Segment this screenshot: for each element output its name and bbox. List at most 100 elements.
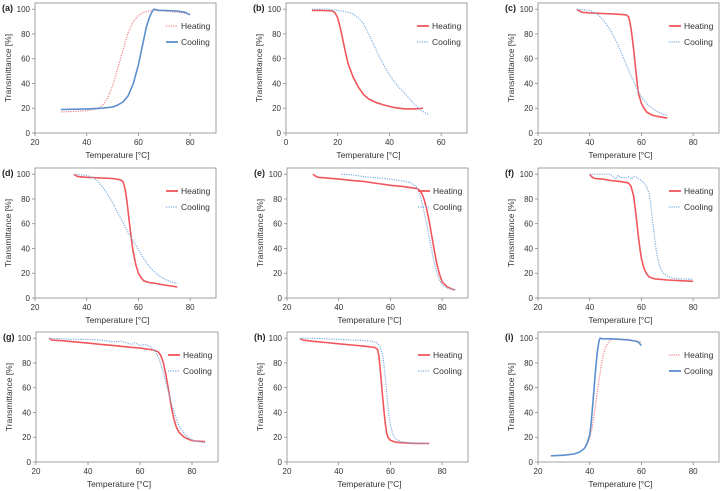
legend-label-heating: Heating [432,21,462,31]
plot-frame [286,331,469,463]
series-line-heating [60,9,191,113]
legend-label-cooling: Cooling [433,202,462,212]
y-tick-label: 60 [22,384,31,393]
legend-label-cooling: Cooling [181,202,210,212]
panel-label: (c) [505,3,516,13]
series-line-heating [550,338,642,457]
y-tick-label: 60 [524,384,533,393]
x-tick-label: 20 [534,467,543,476]
y-tick-label: 40 [21,244,30,253]
plot-frame [34,167,217,299]
y-tick-label: 40 [22,408,31,417]
panel-label: (a) [2,3,13,13]
y-tick-label: 0 [27,458,32,467]
series-line-cooling [576,8,668,117]
panel-label: (f) [505,168,514,178]
series-line-heating [311,9,424,110]
panel-label: (i) [505,332,514,342]
x-tick-label: 60 [637,303,646,312]
x-tick-label: 20 [534,303,543,312]
x-tick-label: 80 [186,138,195,147]
x-tick-label: 20 [31,138,40,147]
x-tick-label: 40 [82,303,91,312]
y-tick-label: 60 [21,55,30,64]
y-tick-label: 100 [269,170,283,179]
series-line-cooling [60,8,191,111]
legend-label-heating: Heating [684,350,714,360]
y-tick-label: 100 [18,334,32,343]
x-axis-label: Temperature [°C] [588,479,652,489]
y-tick-label: 60 [272,55,281,64]
x-tick-label: 60 [637,467,646,476]
y-tick-label: 80 [273,195,282,204]
panel-label: (g) [3,332,15,342]
y-tick-label: 20 [524,104,533,113]
y-tick-label: 20 [272,104,281,113]
y-tick-label: 0 [278,294,283,303]
series-line-cooling [311,8,429,115]
y-tick-label: 40 [273,408,282,417]
y-tick-label: 100 [269,334,283,343]
panel-label: (d) [2,168,14,178]
y-tick-label: 80 [524,195,533,204]
y-tick-label: 100 [17,5,31,14]
y-tick-label: 20 [21,104,30,113]
y-tick-label: 80 [524,30,533,39]
x-tick-label: 80 [689,138,698,147]
legend-label-cooling: Cooling [183,366,212,376]
x-tick-label: 80 [689,303,698,312]
legend-label-heating: Heating [684,186,714,196]
x-tick-label: 40 [84,467,93,476]
y-tick-label: 40 [273,244,282,253]
plot-frame [537,167,720,299]
y-tick-label: 40 [524,408,533,417]
series-line-cooling [48,337,206,444]
x-tick-label: 20 [32,467,41,476]
plot-frame [537,331,720,463]
series-line-heating [299,337,430,445]
series-line-cooling [73,173,178,285]
legend-label-cooling: Cooling [684,366,713,376]
legend-label-cooling: Cooling [684,37,713,47]
x-tick-label: 20 [333,138,342,147]
series-line-heating [73,173,178,288]
x-tick-label: 60 [134,138,143,147]
y-tick-label: 0 [529,129,534,138]
x-tick-label: 80 [689,467,698,476]
x-tick-label: 40 [334,303,343,312]
y-tick-label: 20 [524,433,533,442]
y-tick-label: 60 [21,220,30,229]
x-tick-label: 60 [437,138,446,147]
y-tick-label: 20 [21,269,30,278]
x-axis-label: Temperature [°C] [588,150,652,160]
y-tick-label: 100 [520,170,534,179]
y-tick-label: 40 [21,79,30,88]
plot-frame [286,167,469,299]
y-tick-label: 0 [529,294,534,303]
legend-label-heating: Heating [433,350,463,360]
y-tick-label: 60 [273,220,282,229]
x-tick-label: 40 [385,138,394,147]
y-tick-label: 20 [273,269,282,278]
y-tick-label: 0 [26,129,31,138]
y-tick-label: 80 [524,359,533,368]
plot-frame [34,2,217,134]
panel-label: (h) [254,332,266,342]
x-axis-label: Temperature [°C] [588,315,652,325]
y-tick-label: 0 [529,458,534,467]
x-tick-label: 60 [386,467,395,476]
x-tick-label: 40 [82,138,91,147]
y-tick-label: 20 [524,269,533,278]
y-tick-label: 20 [22,433,31,442]
y-tick-label: 100 [520,334,534,343]
legend-label-cooling: Cooling [432,37,461,47]
x-tick-label: 60 [136,467,145,476]
y-axis-label: Transmittance [%] [3,34,13,102]
y-axis-label: Transmittance [%] [254,34,264,102]
x-tick-label: 80 [188,467,197,476]
